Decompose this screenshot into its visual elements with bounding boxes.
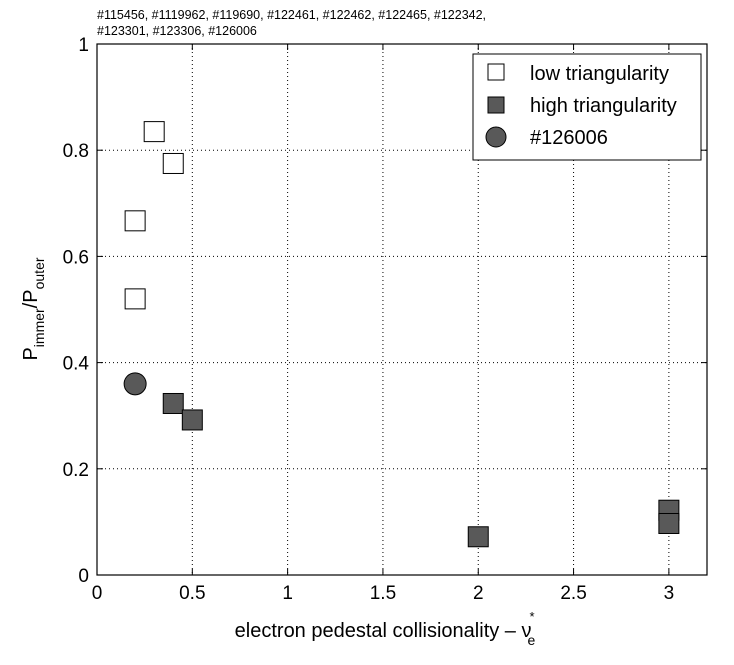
data-point-series-0 [124,288,146,310]
y-axis-label-p: P [20,347,42,360]
x-tick-label: 2 [473,583,484,604]
legend-label-high-triangularity: high triangularity [530,95,677,117]
x-axis-label-sup: * [529,609,534,624]
x-tick-label: 3 [664,583,675,604]
x-axis-label: electron pedestal collisionality – ν* e [235,609,536,648]
legend: low triangularity high triangularity #12… [472,53,702,161]
data-point-series-1 [658,512,680,534]
legend-label-126006: #126006 [530,127,608,149]
legend-box [472,53,702,161]
y-tick-label: 0 [78,566,89,587]
y-axis-label-sub1: immer [31,308,47,347]
y-tick-label: 0.8 [63,141,89,162]
y-axis-label-slash: /P [20,289,42,308]
legend-label-low-triangularity: low triangularity [530,63,669,85]
y-tick-label: 0.2 [63,460,89,481]
data-point-series-1 [181,409,203,431]
y-tick-label: 0.6 [63,247,89,268]
x-tick-label: 1 [282,583,293,604]
data-point-series-1 [162,392,184,414]
data-point-series-0 [162,152,184,174]
x-tick-label: 1.5 [370,583,396,604]
legend-marker-high-triangularity [487,96,505,114]
chart-title-line-1: #115456, #1119962, #119690, #122461, #12… [97,8,486,22]
y-axis-label-sub2: outer [31,257,47,289]
legend-marker-126006 [485,126,507,148]
data-point-series-1 [467,526,489,548]
data-point-series-0 [124,210,146,232]
plot-frame [96,43,708,576]
x-tick-label: 0 [92,583,103,604]
y-tick-label: 0.4 [63,354,90,375]
x-tick-label: 0.5 [179,583,205,604]
chart-title-line-2: #123301, #123306, #126006 [97,24,257,38]
data-point-series-0 [143,121,165,143]
y-axis-label: Pimmer/Pouter [20,257,47,360]
y-tick-label: 1 [78,35,89,56]
x-axis-label-sub: e [528,632,536,648]
data-point-series-2 [123,372,147,396]
x-tick-label: 2.5 [560,583,586,604]
legend-marker-low-triangularity [487,63,505,81]
x-axis-label-main: electron pedestal collisionality – ν [235,620,532,642]
data-points [123,121,680,548]
